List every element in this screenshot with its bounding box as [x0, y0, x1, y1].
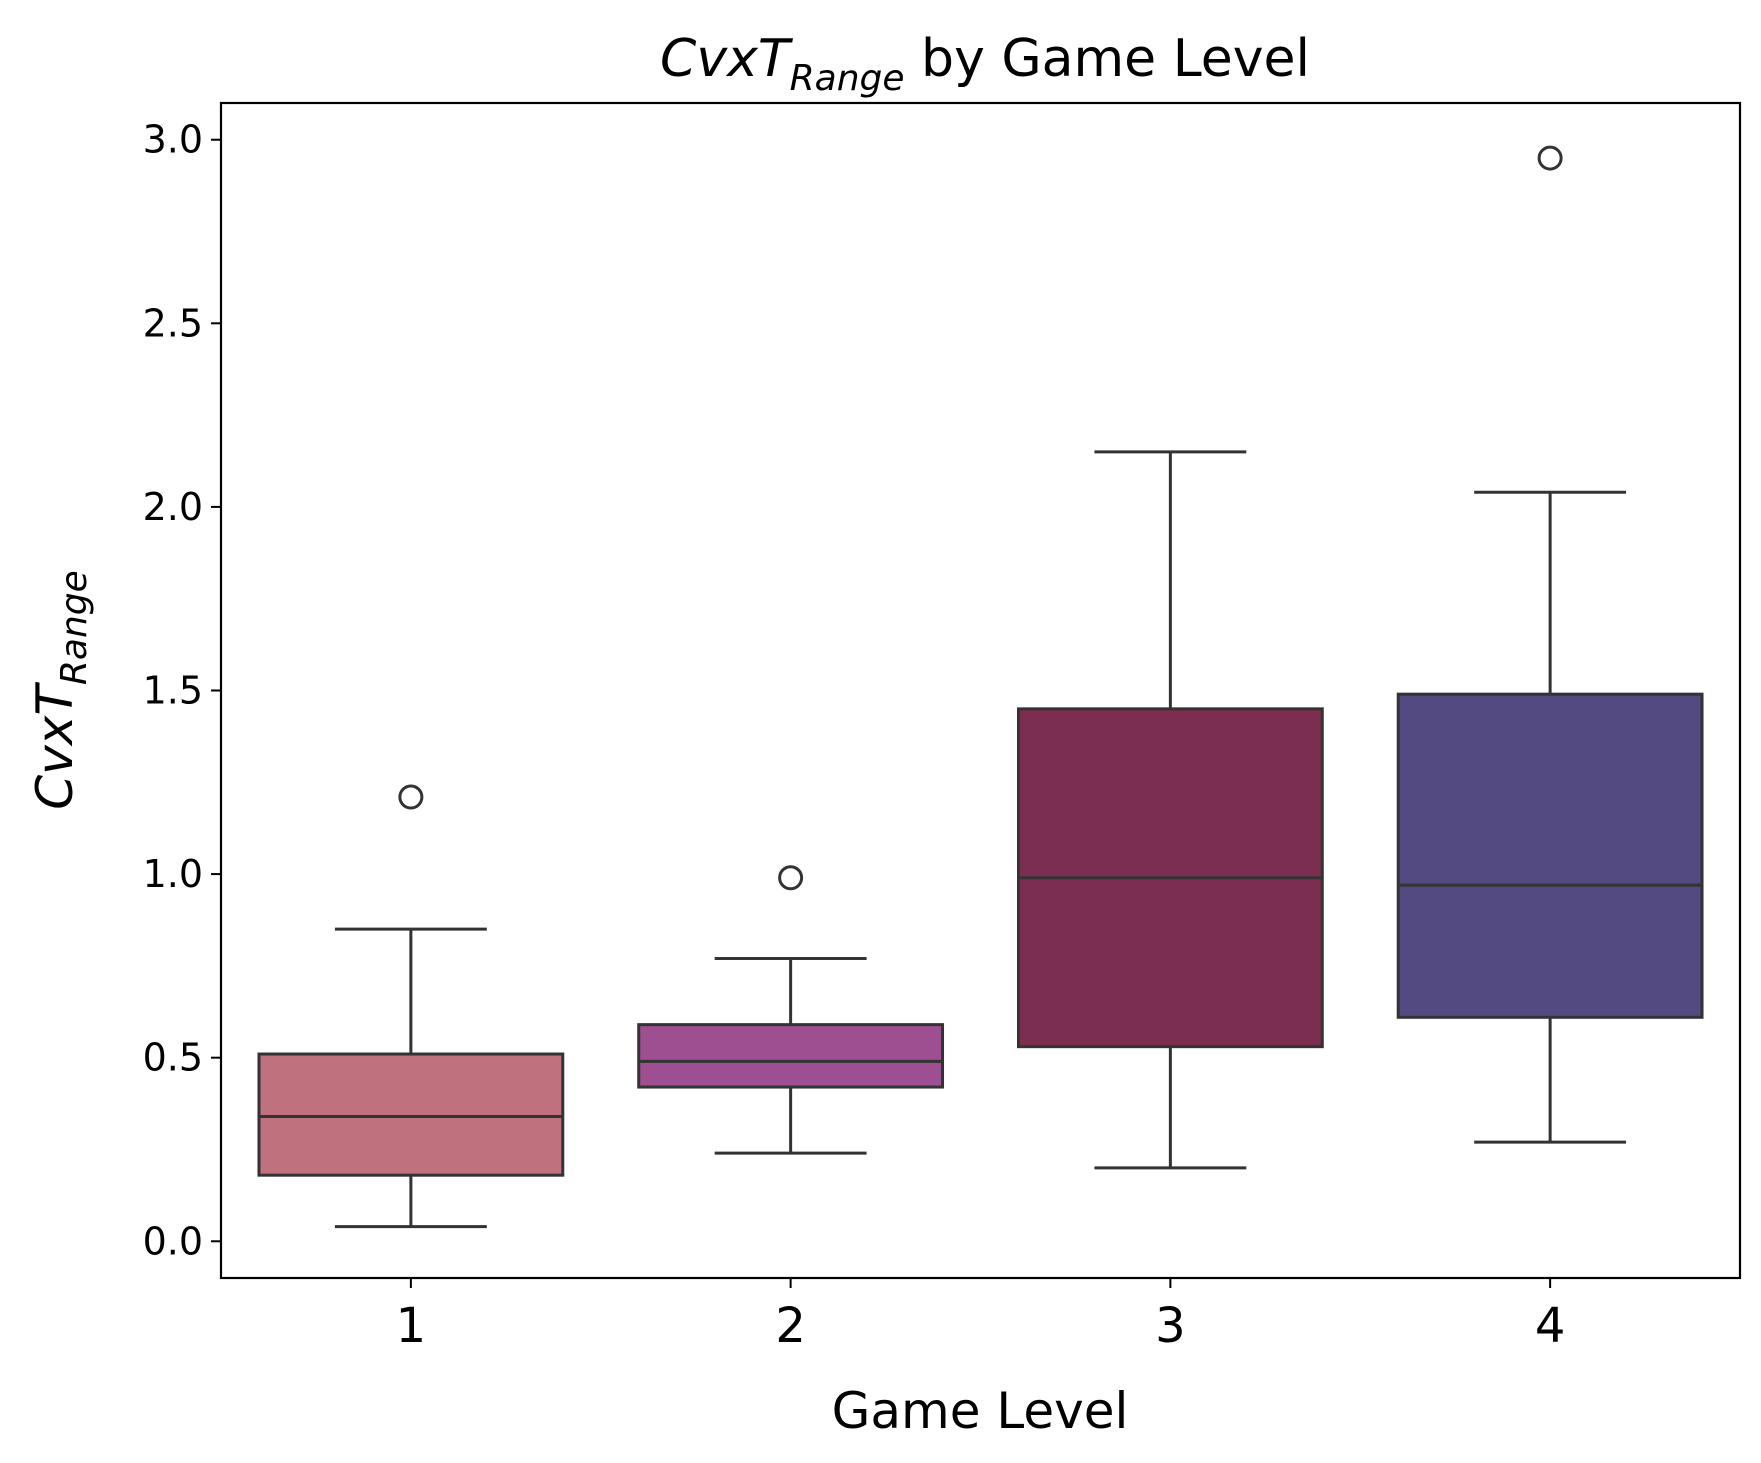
plot-area	[257, 145, 1704, 1229]
y-axis: 0.0 0.5 1.0 1.5 2.0 2.5 3.0	[143, 118, 221, 1263]
y-tick-label: 2.5	[143, 301, 203, 345]
y-tick-label: 0.0	[143, 1219, 203, 1263]
outlier-point	[1537, 145, 1563, 171]
outlier-point	[398, 784, 424, 810]
y-tick-label: 1.0	[143, 852, 203, 896]
x-axis-label: Game Level	[832, 1382, 1129, 1440]
chart-title: CvxTRange by Game Level	[660, 29, 1310, 99]
y-tick-label: 2.0	[143, 485, 203, 529]
box-iqr	[637, 1023, 945, 1089]
box-group-3	[1016, 450, 1324, 1170]
box-group-1	[257, 784, 565, 1229]
x-axis: 1 2 3 4	[396, 1278, 1566, 1354]
x-tick-label: 4	[1535, 1298, 1566, 1354]
y-tick-label: 0.5	[143, 1036, 203, 1080]
x-tick-label: 3	[1155, 1298, 1186, 1354]
box-iqr	[257, 1052, 565, 1177]
y-tick-label: 1.5	[143, 669, 203, 713]
y-tick-label: 3.0	[143, 118, 203, 162]
outlier-point	[778, 865, 804, 891]
box-group-2	[637, 865, 945, 1155]
x-tick-label: 2	[775, 1298, 806, 1354]
box-group-4	[1396, 145, 1704, 1144]
x-tick-label: 1	[396, 1298, 427, 1354]
box-iqr	[1396, 692, 1704, 1019]
y-axis-label: CvxTRange	[26, 570, 95, 810]
